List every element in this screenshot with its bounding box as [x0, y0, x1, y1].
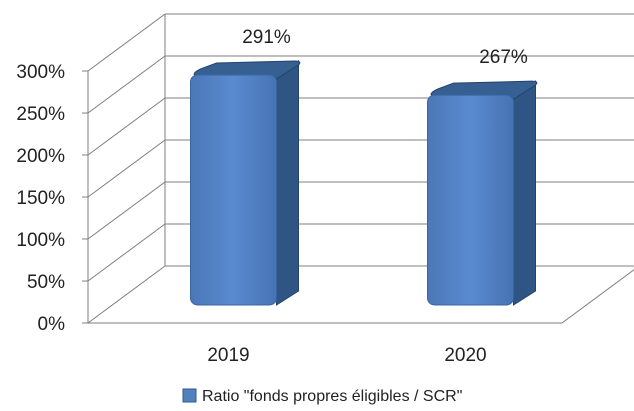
chart-walls: [86, 14, 634, 324]
bar-2020: [427, 80, 538, 306]
data-labels: 291% 267%: [242, 27, 528, 68]
bar-front: [427, 94, 514, 306]
gridline-side: [87, 13, 166, 72]
gridlines: [82, 13, 634, 324]
bar-front: [190, 74, 277, 306]
x-category-label: 2020: [444, 345, 486, 366]
y-axis-ticks: 0% 50% 100% 150% 200% 250% 300%: [16, 62, 65, 335]
gridline-side: [87, 55, 166, 114]
bar-side: [513, 80, 536, 306]
x-axis-categories: 2019 2020: [207, 345, 486, 366]
data-label: 267%: [479, 47, 528, 68]
gridline-side: [87, 139, 166, 198]
x-category-label: 2019: [207, 345, 249, 366]
legend: Ratio "fonds propres éligibles / SCR": [182, 388, 462, 405]
bar-2019: [190, 59, 301, 306]
legend-label: Ratio "fonds propres éligibles / SCR": [202, 388, 462, 405]
y-tick-label: 200%: [16, 146, 65, 167]
y-tick-label: 300%: [16, 62, 65, 83]
bar-side: [276, 59, 299, 306]
y-tick-label: 250%: [16, 104, 65, 125]
gridline-side: [87, 97, 166, 156]
data-label: 291%: [242, 27, 291, 48]
bars: [190, 59, 538, 306]
y-tick-label: 150%: [16, 188, 65, 209]
y-tick-label: 0%: [38, 314, 66, 335]
legend-swatch: [182, 388, 197, 403]
y-tick-label: 100%: [16, 230, 65, 251]
gridline-side: [87, 223, 166, 282]
y-tick-label: 50%: [27, 272, 65, 293]
floor: [86, 265, 634, 324]
gridline-side: [87, 181, 166, 240]
